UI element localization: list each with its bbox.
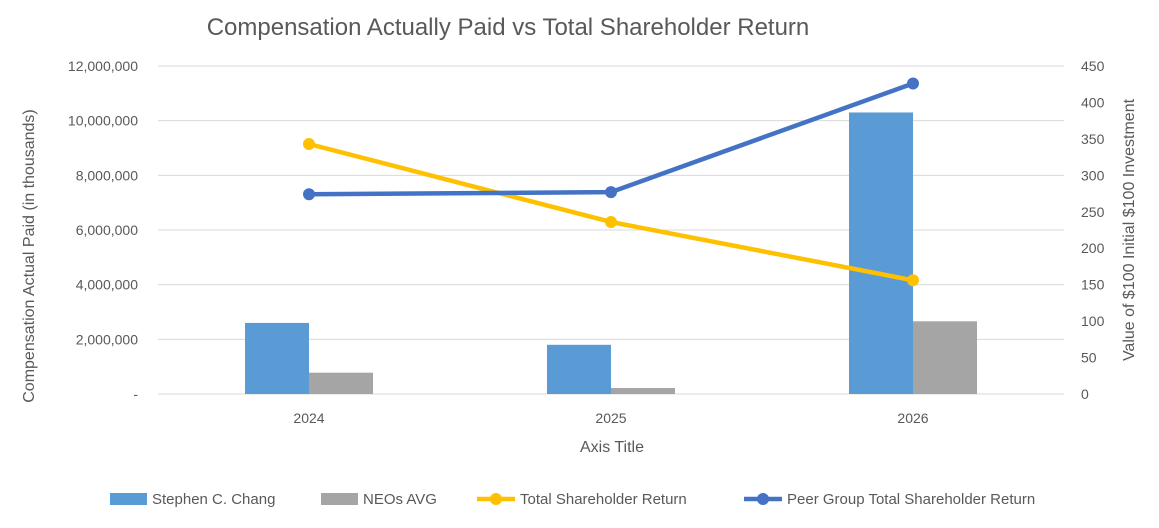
line-point [303, 137, 315, 150]
legend-label: Stephen C. Chang [152, 491, 275, 508]
legend-swatch [321, 493, 358, 505]
line-point [907, 274, 919, 287]
line-point [605, 215, 617, 228]
series-line [308, 81, 914, 197]
y-axis-ticks: - 2,000,000 4,000,000 6,000,000 8,000,000 10,… [68, 58, 138, 402]
y-tick-label: 6,000,000 [76, 222, 138, 238]
y2-tick-label: 100 [1081, 313, 1105, 329]
y2-axis-ticks: 0 50 100 150 200 250 300 350 400 450 [1081, 58, 1105, 402]
x-axis-label: Axis Title [580, 439, 644, 456]
legend-marker [757, 493, 769, 505]
y-tick-label: - [133, 386, 138, 402]
y-tick-label: 8,000,000 [76, 167, 138, 183]
x-tick-label: 2024 [293, 410, 324, 426]
y2-tick-label: 450 [1081, 58, 1105, 74]
legend: Stephen C. Chang NEOs AVG Total Shareholde… [110, 491, 1035, 508]
y-axis-label: Compensation Actual Paid (in thousands) [21, 109, 38, 403]
line-point [605, 186, 617, 199]
bar [849, 112, 913, 394]
bar [309, 372, 373, 394]
y2-tick-label: 300 [1081, 167, 1105, 183]
y2-tick-label: 50 [1081, 350, 1097, 366]
lines [303, 77, 919, 287]
y-tick-label: 12,000,000 [68, 58, 138, 74]
line-point [907, 77, 919, 90]
bar [547, 344, 611, 394]
y2-tick-label: 0 [1081, 386, 1089, 402]
bar [611, 387, 675, 394]
legend-label: Peer Group Total Shareholder Return [787, 491, 1035, 508]
x-tick-label: 2025 [595, 410, 626, 426]
legend-label: NEOs AVG [363, 491, 437, 508]
y2-tick-label: 250 [1081, 204, 1105, 220]
y2-tick-label: 350 [1081, 131, 1105, 147]
line-point [303, 188, 315, 201]
series-line [308, 141, 914, 283]
bar [245, 322, 309, 394]
y2-axis-label: Value of $100 Initial $100 Investment [1121, 98, 1138, 361]
y-tick-label: 10,000,000 [68, 113, 138, 129]
y-tick-label: 2,000,000 [76, 331, 138, 347]
bars [245, 112, 977, 394]
y2-tick-label: 400 [1081, 94, 1105, 110]
y2-tick-label: 200 [1081, 240, 1105, 256]
legend-label: Total Shareholder Return [520, 491, 687, 508]
bar [913, 321, 977, 394]
chart-title: Compensation Actually Paid vs Total Shar… [207, 14, 810, 41]
legend-swatch [110, 493, 147, 505]
y-tick-label: 4,000,000 [76, 277, 138, 293]
x-tick-label: 2026 [897, 410, 928, 426]
y2-tick-label: 150 [1081, 277, 1105, 293]
x-axis-ticks: 2024 2025 2026 [293, 410, 928, 426]
legend-marker [490, 493, 502, 505]
